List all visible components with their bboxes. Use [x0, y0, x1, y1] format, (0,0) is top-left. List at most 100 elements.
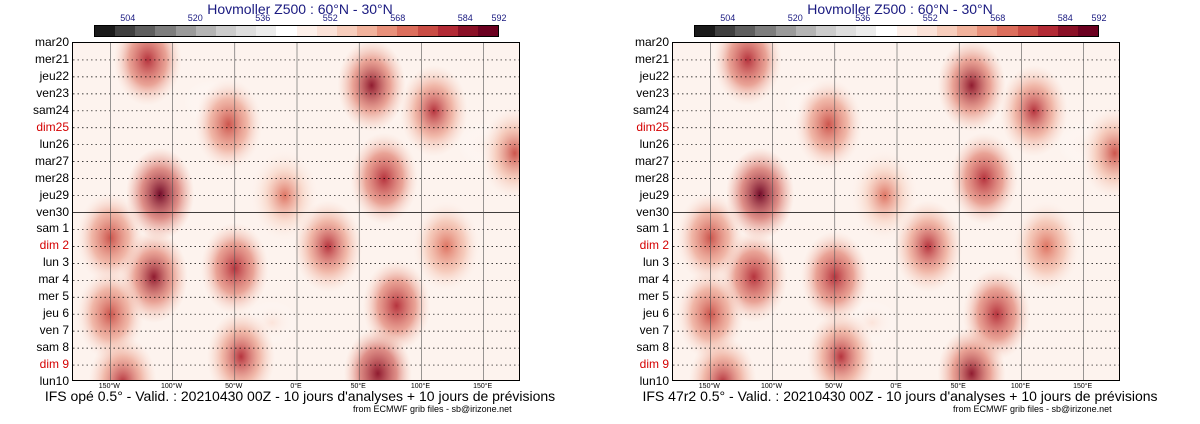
- footer-caption: IFS 47r2 0.5° - Valid. : 20210430 00Z - …: [642, 388, 1158, 404]
- y-tick-label: mar27: [634, 153, 669, 168]
- colorbar-tick-label: 536: [855, 13, 871, 23]
- colorbar-tick-label: 504: [120, 13, 136, 23]
- y-tick-label: mar20: [634, 35, 669, 49]
- colorbar-swatch: [155, 26, 176, 36]
- y-tick-label: dim 2: [639, 238, 669, 253]
- y-tick-label: lun26: [39, 136, 69, 151]
- colorbar-swatch: [95, 26, 116, 36]
- y-tick-label: ven23: [36, 85, 69, 100]
- x-tick-label: 0°E: [890, 383, 902, 390]
- credit-text: from ECMWF grib files - sb@irizone.net: [953, 404, 1112, 414]
- heatmap-high-cell: [194, 78, 263, 171]
- colorbar-swatch: [977, 26, 998, 36]
- colorbar-swatch: [195, 26, 216, 36]
- heatmap-high-cell: [937, 43, 1006, 132]
- heatmap-high-cell: [726, 147, 795, 240]
- colorbar-swatch: [397, 26, 418, 36]
- colorbar-swatch: [417, 26, 438, 36]
- colorbar-swatch: [276, 26, 297, 36]
- colorbar-swatch: [836, 26, 857, 36]
- y-tick-label: lun 3: [642, 255, 669, 270]
- hovmoller-heatmap: [73, 43, 519, 380]
- y-tick-label: dim 2: [39, 238, 69, 253]
- x-tick-label: 50°W: [825, 383, 843, 390]
- y-tick-label: ven30: [36, 204, 69, 219]
- colorbar-swatch: [115, 26, 136, 36]
- chart-title: Hovmoller Z500 : 60°N - 30°N: [207, 1, 393, 17]
- y-tick-label: jeu 6: [42, 306, 69, 321]
- heatmap-high-cell: [480, 107, 519, 200]
- y-tick-label: lun 3: [42, 255, 69, 270]
- y-tick-label: ven30: [636, 204, 669, 219]
- colorbar-swatch: [135, 26, 156, 36]
- colorbar-swatch: [916, 26, 937, 36]
- plot-area: [672, 42, 1120, 381]
- y-tick-label: ven 7: [639, 323, 669, 338]
- y-tick-label: mar 4: [38, 272, 69, 287]
- x-tick-label: 150°W: [98, 383, 120, 390]
- heatmap-high-cell: [207, 310, 275, 380]
- colorbar: [94, 25, 499, 37]
- y-tick-label: mar 4: [638, 272, 669, 287]
- colorbar-tick-label: 584: [457, 13, 473, 23]
- y-tick-label: jeu22: [39, 68, 69, 83]
- y-tick-label: lun26: [639, 136, 669, 151]
- colorbar-swatch: [1077, 26, 1099, 36]
- colorbar-tick-label: 592: [1091, 13, 1107, 23]
- colorbar-tick-label: 552: [322, 13, 338, 23]
- colorbar-swatch: [795, 26, 816, 36]
- y-tick-label: ven23: [636, 85, 669, 100]
- colorbar-swatch: [215, 26, 237, 36]
- hovmoller-panel-left: Hovmoller Z500 : 60°N - 30°N IFS opé 0.5…: [33, 1, 555, 414]
- colorbar-swatch: [695, 26, 716, 36]
- heatmap-high-cell: [113, 43, 182, 106]
- y-tick-label: mer21: [34, 51, 69, 66]
- y-tick-label: dim25: [36, 119, 69, 134]
- colorbar-swatch: [775, 26, 796, 36]
- colorbar-tick-label: 568: [390, 13, 406, 23]
- colorbar-swatch: [1037, 26, 1058, 36]
- y-tick-label: mar27: [34, 153, 69, 168]
- colorbar-swatch: [957, 26, 978, 36]
- heatmap-high-cell: [337, 43, 406, 132]
- y-tick-label: sam24: [632, 102, 669, 117]
- colorbar-tick-label: 552: [922, 13, 938, 23]
- plot-area: [72, 42, 520, 381]
- hovmoller-heatmap: [673, 43, 1119, 380]
- x-tick-label: 100°W: [761, 383, 783, 390]
- x-tick-label: 100°E: [1010, 383, 1031, 390]
- colorbar-swatch: [997, 26, 1018, 36]
- y-tick-label: mer21: [634, 51, 669, 66]
- x-tick-label: 50°W: [225, 383, 243, 390]
- colorbar-swatch: [1057, 26, 1078, 36]
- y-tick-label: sam 8: [36, 340, 69, 355]
- x-tick-label: 150°E: [1073, 383, 1093, 390]
- y-tick-label: sam 1: [36, 221, 69, 236]
- colorbar-swatch: [856, 26, 877, 36]
- colorbar-swatch: [377, 26, 398, 36]
- colorbar-tick-label: 504: [720, 13, 736, 23]
- y-tick-label: jeu 6: [642, 306, 669, 321]
- y-tick-label: jeu22: [639, 68, 669, 83]
- x-tick-label: 100°W: [161, 383, 183, 390]
- x-tick-label: 150°W: [698, 383, 720, 390]
- heatmap-high-cell: [1012, 200, 1081, 293]
- colorbar-tick-label: 584: [1057, 13, 1073, 23]
- x-tick-label: 50°E: [950, 383, 966, 390]
- heatmap-high-cell: [88, 336, 157, 380]
- colorbar-swatch: [296, 26, 317, 36]
- colorbar-swatch: [876, 26, 897, 36]
- y-tick-label: mer28: [34, 170, 69, 185]
- credit-text: from ECMWF grib files - sb@irizone.net: [353, 404, 512, 414]
- y-tick-label: sam 8: [636, 340, 669, 355]
- y-tick-label: lun10: [639, 374, 669, 388]
- y-tick-label: jeu29: [39, 187, 69, 202]
- colorbar-swatch: [477, 26, 499, 36]
- colorbar: [694, 25, 1099, 37]
- colorbar-swatch: [357, 26, 378, 36]
- y-tick-label: mar20: [34, 35, 69, 49]
- x-tick-label: 50°E: [350, 383, 366, 390]
- heatmap-high-cell: [412, 200, 481, 293]
- x-tick-label: 0°E: [290, 383, 302, 390]
- colorbar-tick-label: 520: [787, 13, 803, 23]
